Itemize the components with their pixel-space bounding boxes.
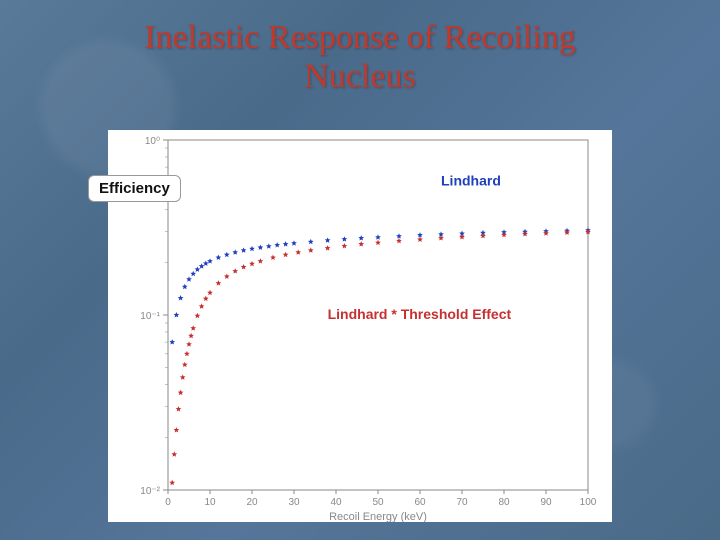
svg-text:10⁻¹: 10⁻¹	[140, 311, 160, 322]
svg-text:70: 70	[456, 497, 468, 508]
svg-text:100: 100	[580, 497, 597, 508]
svg-text:Lindhard * Threshold Effect: Lindhard * Threshold Effect	[328, 306, 512, 322]
title-line2: Nucleus	[304, 58, 415, 95]
svg-text:10⁰: 10⁰	[145, 136, 160, 147]
svg-text:90: 90	[540, 497, 552, 508]
efficiency-text: Efficiency	[99, 180, 170, 197]
svg-text:60: 60	[414, 497, 426, 508]
slide-title: Inelastic Response of Recoiling Nucleus	[0, 18, 720, 96]
svg-text:20: 20	[246, 497, 258, 508]
svg-text:Recoil Energy (keV): Recoil Energy (keV)	[329, 511, 427, 522]
svg-text:30: 30	[288, 497, 300, 508]
svg-text:50: 50	[372, 497, 384, 508]
svg-text:80: 80	[498, 497, 510, 508]
chart-svg: 0 10 20 30 40 50 60 70 80 90 100 Recoil Energy (keV…	[108, 130, 612, 522]
svg-text:10⁻²: 10⁻²	[140, 486, 160, 497]
svg-text:0: 0	[165, 497, 171, 508]
title-line1: Inelastic Response of Recoiling	[144, 19, 576, 56]
efficiency-callout: Efficiency	[88, 175, 181, 202]
chart-panel: 0 10 20 30 40 50 60 70 80 90 100 Recoil Energy (keV…	[108, 130, 612, 522]
svg-text:40: 40	[330, 497, 342, 508]
svg-text:Lindhard: Lindhard	[441, 172, 501, 188]
svg-text:10: 10	[204, 497, 216, 508]
